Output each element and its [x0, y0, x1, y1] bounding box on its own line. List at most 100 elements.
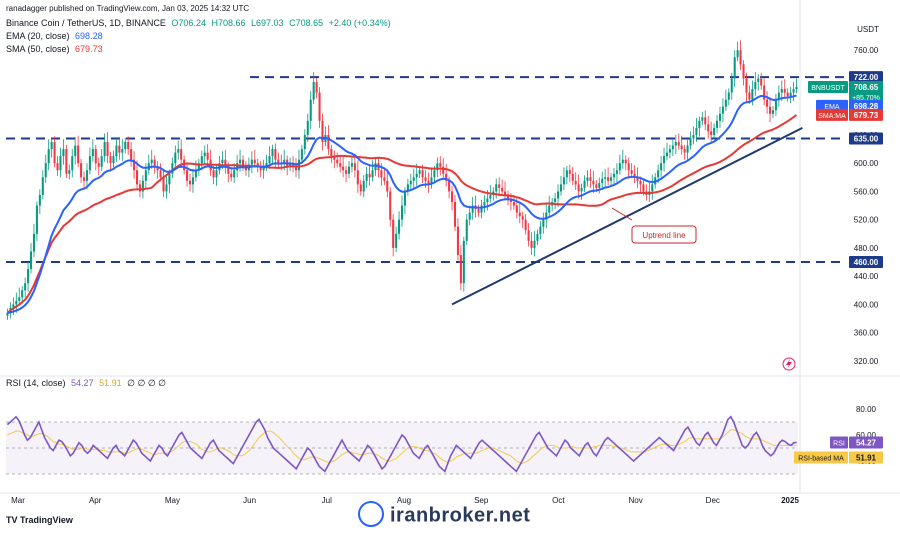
candle-body	[571, 173, 574, 181]
sma-line	[6, 114, 798, 314]
candle-body	[371, 170, 374, 178]
indicator-value-badge	[849, 99, 883, 112]
watermark-text: iranbroker.net	[390, 504, 531, 527]
candle-body	[130, 149, 133, 160]
candle-body	[203, 152, 206, 157]
candle-body	[742, 64, 745, 79]
candle-body	[350, 163, 353, 167]
candle-body	[716, 120, 719, 128]
price-tick-label: 520.00	[854, 216, 879, 225]
candle-body	[480, 205, 483, 213]
candle-body	[766, 99, 769, 107]
candle-body	[468, 212, 471, 220]
candle-body	[330, 149, 333, 157]
time-tick-label: Mar	[11, 496, 25, 505]
candle-body	[306, 120, 309, 135]
ohlc-low: L697.03	[251, 18, 284, 28]
candle-body	[757, 78, 760, 83]
candle-body	[221, 159, 224, 164]
candle-body	[392, 219, 395, 248]
tradingview-logo[interactable]: TV TradingView	[6, 515, 73, 525]
candle-body	[701, 117, 704, 121]
candle-body	[783, 89, 786, 93]
rsi-legend[interactable]: RSI (14, close) 54.27 51.91 ∅ ∅ ∅ ∅	[6, 378, 169, 389]
candle-body	[56, 163, 59, 171]
candle-body	[530, 240, 533, 248]
candle-body	[421, 170, 424, 178]
rsi-line	[6, 415, 797, 473]
time-tick-label: Dec	[706, 496, 720, 505]
candle-body	[707, 124, 710, 132]
time-tick-label: Jul	[322, 496, 332, 505]
candle-body	[171, 163, 174, 174]
time-tick-label: 2025	[781, 496, 799, 505]
publish-credit: ranadagger published on TradingView.com,…	[6, 4, 250, 13]
candle-body	[389, 191, 392, 220]
candle-body	[489, 194, 492, 199]
candle-body	[194, 170, 197, 178]
rsi-name-label: RSI	[833, 440, 845, 447]
candle-body	[448, 180, 451, 192]
candle-body	[518, 212, 521, 217]
indicator-name-label: EMA	[824, 104, 840, 111]
candle-body	[630, 170, 633, 174]
price-tick-label: 560.00	[854, 187, 879, 196]
candle-body	[642, 184, 645, 192]
candle-body	[62, 149, 65, 157]
price-tick-label: 760.00	[854, 46, 879, 55]
candle-body	[339, 163, 342, 167]
candle-body	[265, 163, 268, 167]
ohlc-close: C708.65	[289, 18, 324, 28]
candle-body	[118, 145, 121, 153]
candle-body	[224, 159, 227, 167]
candle-body	[713, 127, 716, 135]
candle-body	[542, 219, 545, 227]
lightning-icon[interactable]	[782, 357, 796, 371]
candle-body	[789, 92, 792, 97]
candle-body	[127, 142, 130, 150]
lightning-icon-glyph	[786, 359, 792, 369]
candle-body	[618, 163, 621, 171]
candle-body	[294, 166, 298, 171]
candle-body	[347, 166, 351, 174]
candle-body	[138, 184, 141, 192]
candle-body	[665, 152, 669, 157]
candle-body	[12, 304, 15, 308]
time-tick-label: Jun	[243, 496, 256, 505]
candle-body	[262, 166, 265, 171]
candle-body	[74, 145, 77, 157]
candle-body	[91, 149, 94, 157]
candle-body	[583, 180, 586, 188]
candle-body	[462, 240, 465, 284]
ema-legend[interactable]: EMA (20, close) 698.28	[6, 31, 106, 42]
candle-body	[109, 156, 112, 164]
candle-body	[186, 170, 189, 181]
candle-body	[365, 173, 368, 181]
tradingview-logo-icon: TV	[6, 515, 21, 525]
candle-body	[18, 297, 21, 301]
candle-body	[718, 113, 722, 121]
candle-body	[71, 156, 74, 171]
rsi-legend-value: 54.27	[71, 378, 94, 388]
time-tick-label: Oct	[552, 496, 565, 505]
candle-body	[342, 166, 345, 171]
ohlc-open: O706.24	[171, 18, 206, 28]
indicator-name-badge	[816, 99, 848, 112]
candle-body	[704, 117, 707, 125]
candle-body	[159, 170, 162, 178]
candle-body	[403, 191, 406, 206]
time-tick-label: May	[165, 496, 180, 505]
candle-body	[562, 177, 565, 185]
time-tick-label: Aug	[397, 496, 411, 505]
candle-body	[141, 180, 144, 192]
ema-legend-label: EMA (20, close)	[6, 31, 70, 41]
rsi-tick-label: 80.00	[856, 405, 877, 414]
candle-body	[386, 180, 389, 192]
candle-body	[612, 173, 616, 178]
sma-legend[interactable]: SMA (50, close) 679.73	[6, 44, 106, 55]
time-tick-label: Sep	[474, 496, 489, 505]
candle-body	[156, 166, 159, 171]
candle-body	[292, 163, 295, 167]
candle-body	[548, 205, 551, 213]
